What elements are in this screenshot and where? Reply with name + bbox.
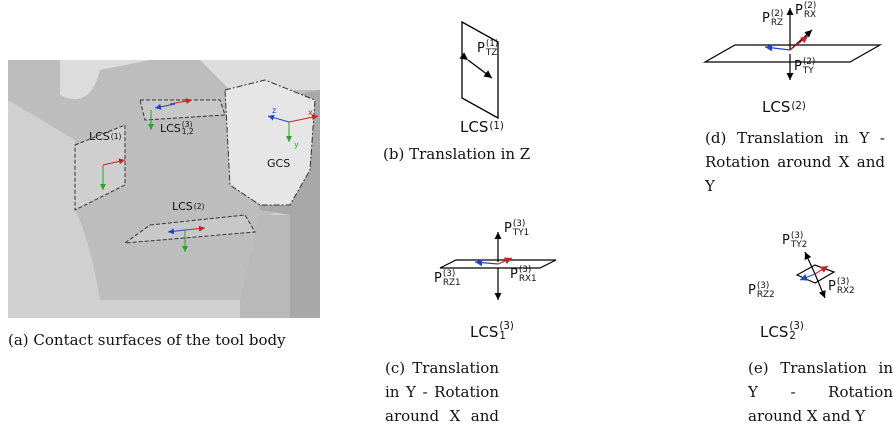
axis-letter: z <box>272 106 276 115</box>
sketch-c <box>440 232 556 300</box>
caption: (c) Translation in Y - Rotation around X… <box>385 356 499 434</box>
label-part: P <box>795 3 803 18</box>
caption: (e) Translation in Y - Rotation around X… <box>748 356 893 428</box>
label-part: P <box>762 11 770 26</box>
label-part: LCS <box>470 323 498 341</box>
axis-letter: y <box>294 140 299 149</box>
label-part: LCS <box>172 200 193 213</box>
label-part: RX1 <box>519 275 537 284</box>
label-part: (2) <box>791 102 805 112</box>
tool-body-render <box>8 60 320 318</box>
shape <box>790 36 808 50</box>
label-part: P <box>748 283 756 298</box>
caption: (a) Contact surfaces of the tool body <box>8 328 326 352</box>
shape: (2) <box>791 102 805 112</box>
shape: (3)RX1 <box>519 266 537 284</box>
sketch-d <box>705 8 880 80</box>
label-part: GCS <box>267 157 290 170</box>
shape: (3)RZ2 <box>757 282 775 300</box>
shape: (3)TY2 <box>791 232 807 250</box>
shape: (3)2 <box>789 322 803 342</box>
caption: (d) Translation in Y - Rotation around X… <box>705 126 885 198</box>
figure: LCS(1) LCS(3)1,2 LCS(2) GCS z x y (a) Co… <box>0 0 893 434</box>
label-part: RZ2 <box>757 291 775 300</box>
shape: (2)TY <box>803 58 816 76</box>
label-part: LCS <box>89 130 110 143</box>
label-part: RX <box>804 11 817 20</box>
frame-label: LCS(1) <box>460 118 504 136</box>
label-part: LCS <box>160 122 181 135</box>
shape <box>498 258 512 264</box>
label: P(2)TY <box>794 58 815 76</box>
label-part: P <box>434 271 442 286</box>
label-part: RX2 <box>837 287 855 296</box>
frame-label: LCS(3)2 <box>760 322 804 342</box>
shape <box>475 262 498 264</box>
label-part: TY1 <box>513 229 529 238</box>
shape: (3)1 <box>499 322 513 342</box>
shape: (1) <box>111 133 122 140</box>
shape <box>805 252 815 274</box>
label-part: P <box>510 267 518 282</box>
label-part: 1 <box>499 332 513 342</box>
label-part: LCS <box>460 118 488 136</box>
label: LCS(1) <box>89 130 121 143</box>
shape: (3)TY1 <box>513 220 529 238</box>
label: LCS(3)1,2 <box>160 121 194 136</box>
label-part: P <box>782 233 790 248</box>
label: GCS <box>267 157 290 170</box>
shape: (3)RZ1 <box>443 270 461 288</box>
label-part: P <box>828 279 836 294</box>
label-part: TY2 <box>791 241 807 250</box>
frame-label: LCS(3)1 <box>470 322 514 342</box>
label-part: P <box>477 41 485 56</box>
shape <box>765 47 790 50</box>
label: P(3)TY1 <box>504 220 529 238</box>
shape <box>468 60 492 78</box>
label-part: P <box>504 221 512 236</box>
label: P(3)RX2 <box>828 278 855 296</box>
frame-label: LCS(2) <box>762 98 806 116</box>
shape: (2)RZ <box>771 10 784 28</box>
label-part: 2 <box>789 332 803 342</box>
label: P(1)TZ <box>477 40 498 58</box>
label-part: TY <box>803 67 816 76</box>
shape <box>462 22 498 118</box>
label-part: (1) <box>111 133 122 140</box>
label-part: (1) <box>489 122 503 132</box>
label-part: TZ <box>486 49 499 58</box>
axis-letter: x <box>308 108 313 117</box>
label-part: 1,2 <box>182 128 194 135</box>
label-part: RZ <box>771 19 784 28</box>
label: P(3)TY2 <box>782 232 807 250</box>
label: P(2)RX <box>795 2 816 20</box>
shape: (2)RX <box>804 2 817 20</box>
label: P(2)RZ <box>762 10 783 28</box>
shape: (1) <box>489 122 503 132</box>
label-part: RZ1 <box>443 279 461 288</box>
shape: (3)1,2 <box>182 121 194 136</box>
shape: (2) <box>194 203 205 210</box>
caption: (b) Translation in Z <box>383 142 593 166</box>
label: P(3)RZ2 <box>748 282 775 300</box>
label: P(3)RZ1 <box>434 270 461 288</box>
label-part: LCS <box>760 323 788 341</box>
sketch-b <box>462 22 498 118</box>
label-part: (2) <box>194 203 205 210</box>
shape: (1)TZ <box>486 40 499 58</box>
label: LCS(2) <box>172 200 204 213</box>
label: P(3)RX1 <box>510 266 537 284</box>
label-part: LCS <box>762 98 790 116</box>
label-part: P <box>794 59 802 74</box>
shape: (3)RX2 <box>837 278 855 296</box>
